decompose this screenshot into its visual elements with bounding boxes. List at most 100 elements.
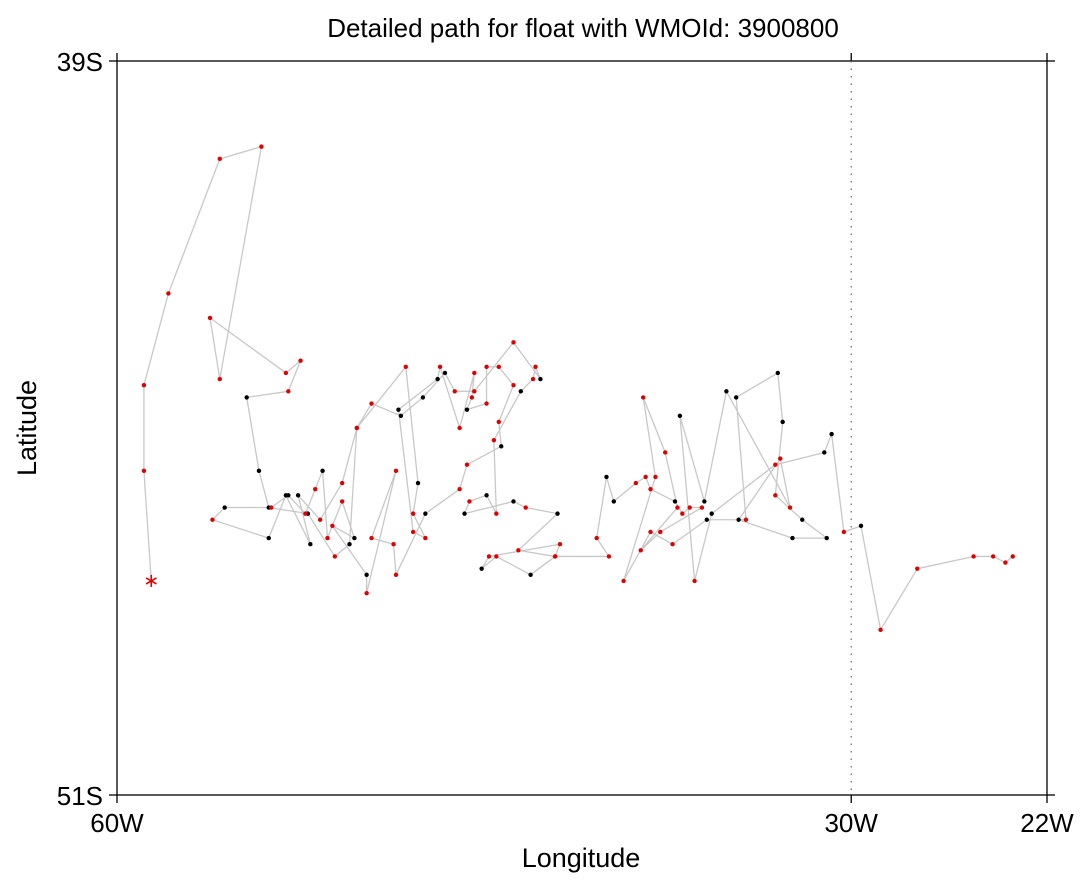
track-segment <box>485 494 497 514</box>
track-segment <box>356 366 407 429</box>
track-point <box>518 389 524 394</box>
track-point <box>775 370 780 376</box>
track-segment <box>258 470 270 508</box>
track-segment <box>246 390 289 399</box>
track-segment <box>650 488 676 502</box>
track-point <box>286 389 291 394</box>
track-segment <box>371 402 402 417</box>
track-point <box>653 474 658 480</box>
track-segment <box>613 482 637 502</box>
track-point <box>516 548 521 553</box>
x-tick-label: 30W <box>824 808 878 838</box>
track-segment <box>830 434 845 533</box>
track-segment <box>481 555 497 570</box>
track-segment <box>679 415 705 502</box>
track-point <box>268 505 274 510</box>
track-segment <box>530 555 556 576</box>
track-point <box>330 523 335 529</box>
track-segment <box>334 543 350 557</box>
track-point <box>317 517 323 522</box>
track-point <box>403 364 408 370</box>
track-segment <box>992 555 1006 564</box>
track-point <box>496 364 501 370</box>
track-segment <box>738 519 793 539</box>
track-segment <box>341 501 356 539</box>
track-point <box>283 493 289 498</box>
track-point <box>464 462 470 467</box>
track-point <box>800 517 805 522</box>
track-point <box>971 554 976 559</box>
track-point <box>824 535 829 541</box>
track-point <box>533 364 538 370</box>
track-segment <box>405 366 419 484</box>
track-segment <box>779 458 791 508</box>
track-point <box>313 486 318 492</box>
track-segment <box>738 458 781 521</box>
track-point <box>638 548 643 553</box>
track-segment <box>735 397 747 520</box>
track-segment <box>725 390 791 508</box>
y-axis-title: Latitude <box>12 380 42 476</box>
track-segment <box>518 549 556 558</box>
x-tick-label: 22W <box>1020 808 1074 838</box>
track-point <box>339 499 345 504</box>
track-point <box>773 462 778 467</box>
track-point <box>435 376 440 382</box>
track-segment <box>167 158 221 294</box>
track-segment <box>331 525 368 576</box>
track-segment <box>459 464 468 490</box>
track-point <box>1010 554 1015 559</box>
track-point <box>675 505 680 510</box>
track-point <box>790 535 795 541</box>
x-axis-title: Longitude <box>522 843 641 873</box>
track-point <box>724 389 729 394</box>
track-point <box>670 542 675 547</box>
track-segment <box>466 402 487 411</box>
track-point <box>494 554 499 559</box>
track-point <box>499 444 504 449</box>
track-point <box>692 578 697 584</box>
track-point <box>457 486 462 492</box>
plot-area <box>116 60 1048 796</box>
track-segment <box>735 372 779 398</box>
track-point <box>648 529 653 535</box>
track-segment <box>209 317 287 374</box>
x-axis: 60W 30W 22W <box>90 53 1074 838</box>
track-segment <box>246 397 260 471</box>
track-segment <box>332 525 355 539</box>
track-point <box>640 395 646 400</box>
track-point <box>523 505 528 510</box>
track-point <box>511 340 516 345</box>
track-point <box>829 431 834 437</box>
track-segment <box>679 415 696 581</box>
track-point <box>484 401 489 406</box>
track-segment <box>143 293 170 386</box>
track-segment <box>466 445 502 466</box>
track-point <box>704 517 710 522</box>
track-point <box>320 468 325 474</box>
track-point <box>266 535 271 541</box>
track-segment <box>348 427 358 545</box>
track-segment <box>622 476 657 582</box>
track-point <box>222 505 227 510</box>
track-point <box>633 480 639 486</box>
track-segment <box>319 482 343 521</box>
track-point <box>364 590 369 596</box>
track-point <box>442 370 448 376</box>
track-segment <box>268 506 308 515</box>
track-point <box>486 554 492 559</box>
track-point <box>496 419 501 425</box>
track-segment <box>775 451 825 466</box>
y-tick-label: 51S <box>57 781 103 811</box>
track-segment <box>212 519 269 539</box>
track-segment <box>304 488 316 514</box>
track-point <box>822 450 827 455</box>
track-point <box>393 572 399 577</box>
track-segment <box>517 513 558 551</box>
track-point <box>511 499 516 504</box>
track-point <box>841 529 847 535</box>
track-point <box>217 156 222 162</box>
track-segment <box>512 341 541 380</box>
track-segment <box>365 470 397 594</box>
